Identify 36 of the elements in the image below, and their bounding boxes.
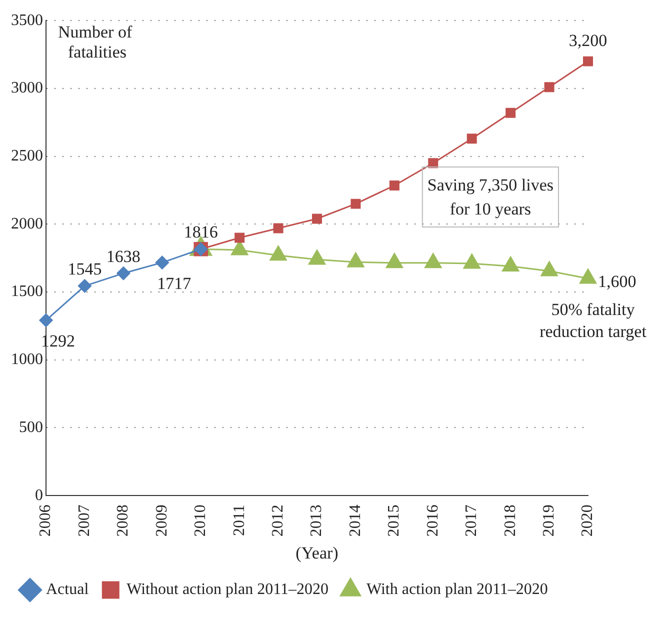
data-label: 1545: [68, 259, 102, 278]
y-tick-label: 0: [35, 486, 43, 504]
x-axis-title: (Year): [296, 543, 338, 562]
annotation: 50% fatality reduction target: [540, 300, 647, 341]
y-tick-label: 1500: [11, 283, 43, 300]
x-tick-label: 2013: [308, 504, 326, 537]
data-label: 1816: [184, 222, 218, 242]
data-label: 1,600: [598, 272, 636, 291]
x-tick-label: 2020: [579, 504, 596, 537]
legend-label: With action plan 2011–2020: [366, 581, 548, 598]
y-tick-label: 2000: [11, 215, 43, 232]
y-tick-label: 3500: [11, 12, 43, 29]
y-tick-label: 3000: [11, 80, 43, 97]
data-label: 3,200: [568, 30, 608, 50]
x-tick-label: 2016: [424, 504, 442, 537]
x-tick-label: 2006: [37, 504, 54, 537]
x-tick-label: 2008: [114, 504, 132, 537]
data-label: 1717: [157, 274, 192, 294]
x-tick-label: 2012: [269, 504, 286, 537]
x-tick-label: 2017: [463, 504, 480, 537]
y-axis-title: Number of fatalities: [58, 22, 132, 62]
x-tick-label: 2009: [153, 504, 170, 537]
legend-label: Actual: [46, 581, 90, 598]
x-tick-label: 2007: [76, 504, 93, 537]
x-tick-label: 2015: [386, 504, 403, 537]
y-tick-label: 1000: [11, 351, 43, 368]
x-tick-label: 2014: [346, 504, 364, 537]
x-tick-label: 2011: [230, 504, 248, 536]
annotation: Saving 7,350 lives for 10 years: [427, 175, 554, 218]
y-tick-label: 500: [19, 418, 43, 436]
y-tick-label: 2500: [11, 148, 43, 165]
x-tick-label: 2018: [502, 504, 519, 537]
data-label: 1638: [106, 246, 140, 266]
legend-label: Without action plan 2011–2020: [126, 581, 328, 598]
x-tick-label: 2010: [192, 504, 210, 537]
x-tick-label: 2019: [540, 504, 558, 537]
